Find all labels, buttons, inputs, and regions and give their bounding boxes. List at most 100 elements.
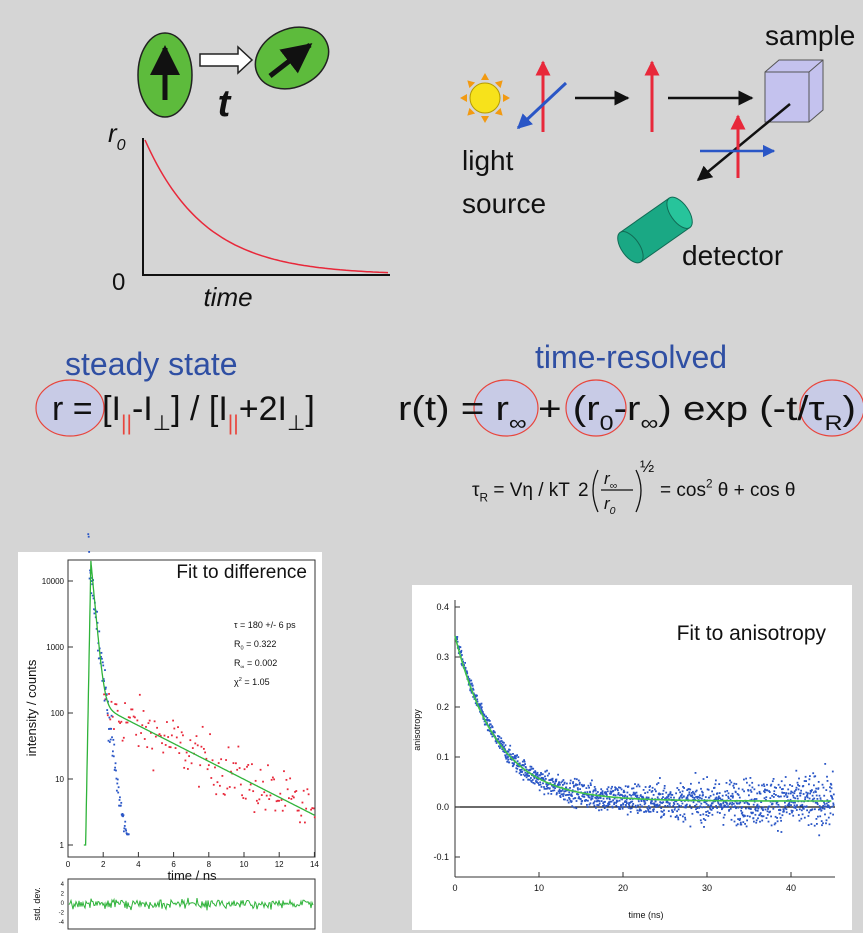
data-point [695,789,698,792]
data-point [476,700,479,703]
data-point [518,772,521,775]
data-point [663,809,665,812]
x-tick-label: 2 [101,860,106,869]
data-point [504,754,507,757]
data-point [811,808,814,811]
data-point [721,794,724,797]
data-point [728,809,731,811]
data-point [683,787,685,789]
data-point [619,786,622,789]
data-point [573,784,575,787]
data-point [649,810,652,813]
data-point [662,801,665,804]
data-point [719,806,722,808]
data-point [215,793,218,796]
data-point [694,772,697,774]
data-point [722,816,725,819]
data-point [666,796,669,799]
data-point [785,792,788,794]
y-tick-label: 0.1 [436,752,449,762]
data-point [100,655,102,658]
data-point [551,777,554,780]
data-point [573,806,576,809]
y-tick-label: 100 [51,709,65,718]
data-point [104,669,106,671]
data-point [741,814,744,816]
data-point [742,821,745,823]
data-point [674,800,677,802]
data-point [554,782,556,785]
data-point [691,796,694,799]
data-point [759,812,762,814]
data-point [499,740,502,743]
data-point [776,817,778,819]
data-point [96,621,99,624]
data-point [91,583,94,586]
data-point [503,741,505,744]
data-point [619,793,622,796]
data-point [566,799,569,802]
data-point [574,784,577,787]
data-point [302,789,305,792]
data-point [757,817,759,820]
data-point [775,794,777,796]
data-point [695,803,698,806]
data-point [695,796,698,798]
data-point [828,823,831,826]
data-point [621,794,623,796]
data-point [740,812,743,815]
data-point [130,708,133,711]
y-tick-label: 10 [55,775,64,784]
data-point [655,806,658,808]
data-point [698,800,701,803]
data-point [791,810,794,812]
data-point [686,798,689,801]
data-point [689,788,692,791]
data-point [700,802,703,805]
data-point [735,807,737,810]
data-point [310,808,312,811]
data-point [737,806,740,809]
data-point [811,794,814,797]
data-point [498,736,501,738]
data-point [650,791,653,793]
data-point [123,830,125,833]
data-point [265,794,268,797]
data-point [682,815,684,818]
data-point [622,803,625,806]
data-point [665,801,668,804]
equation-text: ] [305,390,314,428]
data-point [662,814,665,816]
data-point [813,797,816,800]
data-point [788,801,791,804]
data-point [804,798,806,801]
data-point [661,793,664,795]
data-point [105,693,108,696]
data-point [696,797,699,799]
data-point [781,788,783,791]
data-point [645,810,647,813]
data-point [491,725,493,728]
data-point [805,791,808,794]
data-point [469,689,472,692]
data-point [823,794,826,797]
data-point [243,768,246,771]
data-point [462,660,464,663]
data-point [195,735,198,738]
data-point [603,804,605,806]
data-point [718,792,721,794]
data-point [731,796,734,799]
data-point [570,793,573,796]
data-point [649,807,651,810]
data-point [177,726,179,729]
data-point [777,783,780,786]
data-point [544,778,547,780]
data-point [108,741,111,743]
exponent: ½ [640,457,654,476]
data-point [562,793,565,795]
data-point [701,790,703,793]
data-point [543,793,546,796]
data-point [808,783,810,786]
data-point [650,802,652,805]
data-point [805,805,808,808]
